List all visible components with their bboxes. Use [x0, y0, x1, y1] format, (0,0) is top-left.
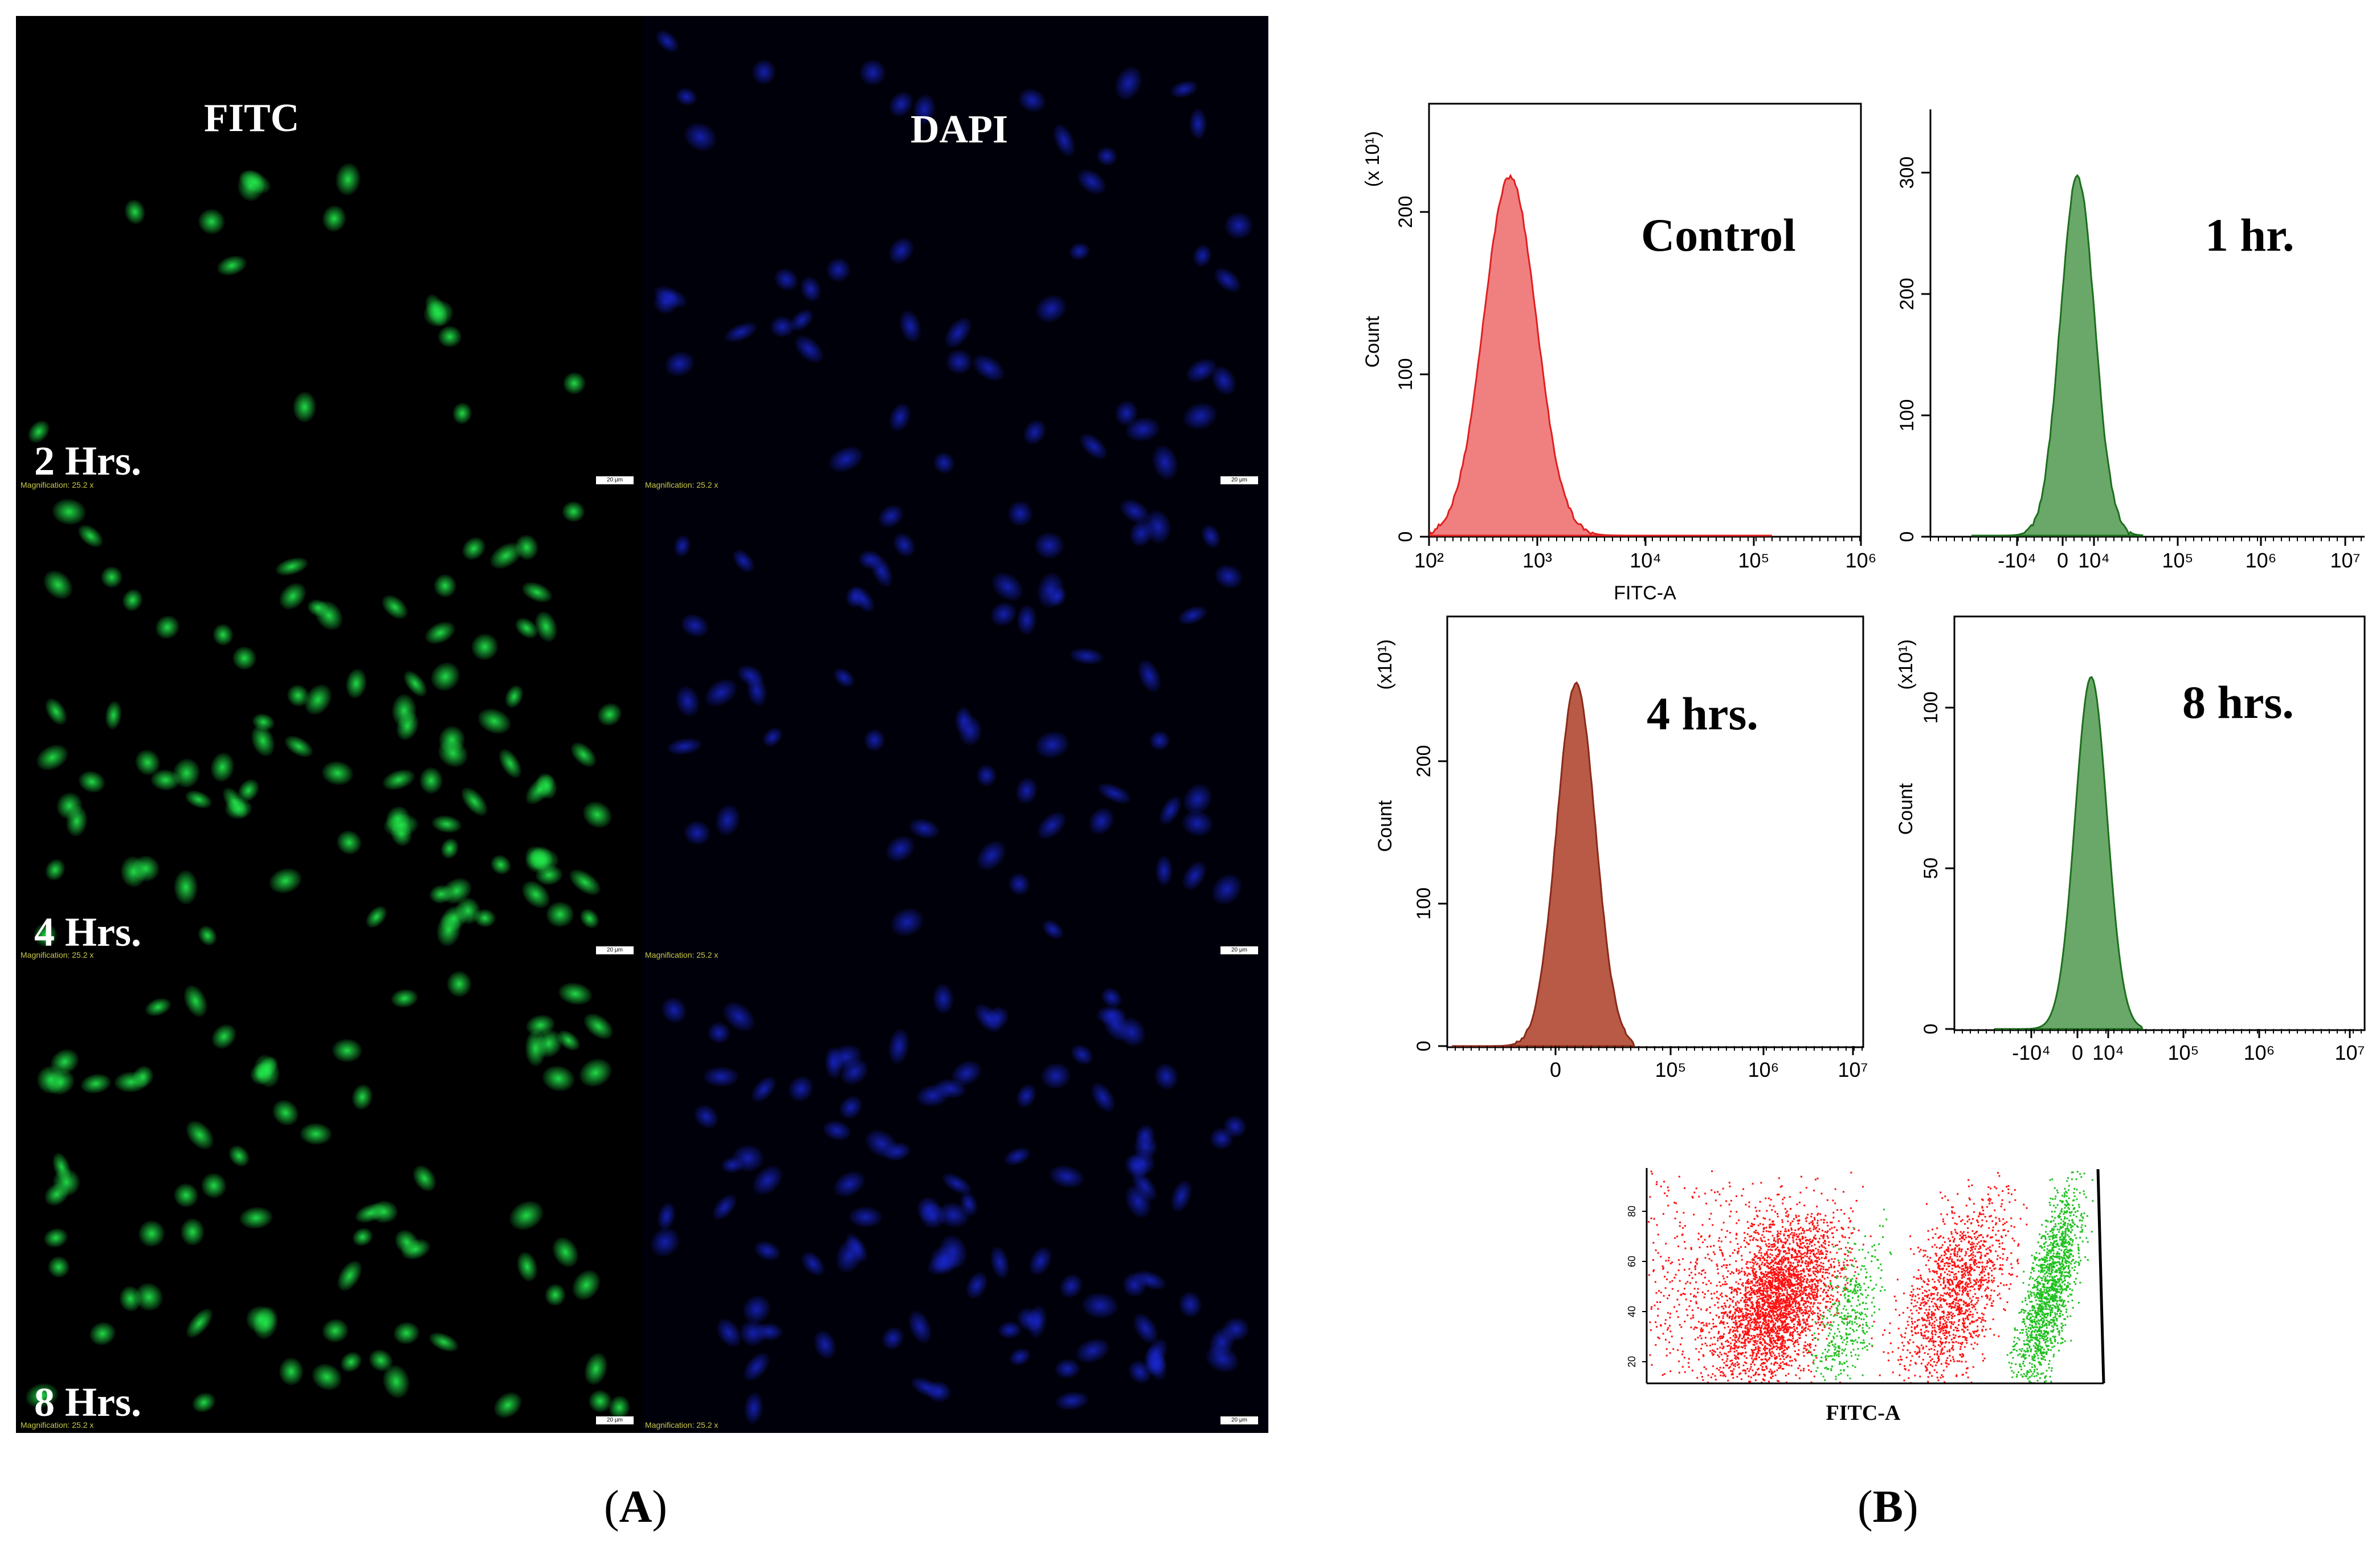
- fitc-image-3: [16, 961, 642, 1433]
- x-tick-label: 10²: [1414, 549, 1444, 572]
- dapi-image-2: [642, 488, 1268, 961]
- dapi-image-3: [642, 961, 1268, 1433]
- fitc-image-1: [16, 16, 642, 488]
- x-tick-label: 0: [2057, 549, 2068, 572]
- histogram-1hr: 0 100 200 300 -10⁴ 0 10⁴ 10⁵ 10⁶ 10⁷ 1 hr.: [1863, 85, 2376, 598]
- y-tick-label: 100: [1395, 358, 1416, 391]
- y-axis-label: Count: [1362, 316, 1383, 367]
- y-tick-label: 300: [1896, 157, 1918, 189]
- panel-b-caption: (B): [1858, 1482, 1918, 1532]
- magnification-text: Magnification: 25.2 x: [21, 950, 94, 959]
- x-tick-label: 10³: [1522, 549, 1552, 572]
- panel-a-caption: (A): [604, 1482, 668, 1532]
- x-tick-label: 10⁷: [2330, 549, 2360, 572]
- y-tick-label: 0: [1920, 1024, 1942, 1035]
- y-tick-label: 200: [1395, 196, 1416, 228]
- scale-bar: 20 μm: [596, 1416, 634, 1424]
- y-tick-label: 50: [1920, 857, 1942, 879]
- microscopy-panel: [16, 16, 1268, 1433]
- scale-bar: 20 μm: [1220, 476, 1258, 484]
- x-tick-label: 10⁶: [1846, 549, 1877, 572]
- y-tick-label: 40: [1626, 1306, 1638, 1317]
- y-tick-label: 60: [1626, 1256, 1638, 1267]
- row-label-4hrs: 4 Hrs.: [34, 909, 141, 955]
- x-tick-label: -10⁴: [2012, 1041, 2051, 1064]
- scale-bar: 20 μm: [1220, 1416, 1258, 1424]
- histogram-label-4hrs: 4 hrs.: [1647, 688, 1758, 740]
- y-tick-label: 200: [1413, 745, 1435, 778]
- histogram-distribution: [1452, 681, 1636, 1047]
- magnification-text: Magnification: 25.2 x: [645, 1420, 719, 1430]
- x-tick-label: 0: [2072, 1041, 2083, 1064]
- y-tick-label: 0: [1413, 1041, 1435, 1052]
- scale-bar: 20 μm: [596, 476, 634, 484]
- right-edge-line: [2096, 1169, 2105, 1384]
- row-label-2hrs: 2 Hrs.: [34, 438, 141, 484]
- y-tick-label: 80: [1626, 1206, 1638, 1217]
- y-axis-label: Count: [1374, 800, 1396, 852]
- y-axis-label: Count: [1895, 783, 1917, 835]
- histogram-8hrs: 0 50 100 -10⁴ 0 10⁴ 10⁵ 10⁶ 10⁷ (x10¹) Count 8 h…: [1880, 604, 2376, 1088]
- y-scale-label: (x 10¹): [1362, 131, 1383, 187]
- x-tick-label: 10⁵: [1738, 549, 1770, 572]
- y-tick-label: 100: [1413, 888, 1435, 920]
- magnification-text: Magnification: 25.2 x: [645, 480, 719, 489]
- row-label-8hrs: 8 Hrs.: [34, 1379, 141, 1425]
- fitc-channel-label: FITC: [204, 96, 300, 140]
- histogram-control-svg: 0 100 200 10² 10³ 10⁴ 10⁵ 10⁶ (x 10¹) Count FIT…: [1362, 103, 1877, 604]
- x-axis-label: FITC-A: [1826, 1401, 1901, 1425]
- y-tick-label: 0: [1896, 532, 1918, 542]
- x-tick-label: 0: [1550, 1058, 1561, 1081]
- x-tick-label: 10⁴: [2078, 549, 2110, 572]
- y-tick-label: 200: [1896, 278, 1918, 311]
- dapi-image-1: [642, 16, 1268, 488]
- y-tick-label: 20: [1626, 1356, 1638, 1367]
- y-scale-label: (x10¹): [1895, 639, 1917, 690]
- histogram-label-1hr: 1 hr.: [2205, 209, 2294, 261]
- overlay-scatter: 20 40 60 80 FITC-A: [1612, 1162, 2114, 1436]
- histogram-distribution: [1994, 676, 2144, 1030]
- x-tick-label: 10⁶: [1748, 1058, 1779, 1081]
- x-tick-label: 10⁶: [2244, 1041, 2275, 1064]
- histogram-4hrs-svg: 0 100 200 0 10⁵ 10⁶ 10⁷ (x10¹) Count 4 hrs.: [1374, 615, 1868, 1081]
- histogram-8hrs-svg: 0 50 100 -10⁴ 0 10⁴ 10⁵ 10⁶ 10⁷ (x10¹) Count 8 h…: [1895, 615, 2366, 1064]
- dapi-channel-label: DAPI: [911, 108, 1009, 152]
- y-scale-label: (x10¹): [1374, 639, 1396, 690]
- histogram-1hr-svg: 0 100 200 300 -10⁴ 0 10⁴ 10⁵ 10⁶ 10⁷ 1 hr.: [1896, 109, 2365, 572]
- histogram-distribution: [1971, 174, 2144, 537]
- scale-bar: 20 μm: [596, 946, 634, 954]
- histogram-control: 0 100 200 10² 10³ 10⁴ 10⁵ 10⁶ (x 10¹) Count FIT…: [1345, 85, 1880, 615]
- x-tick-label: 10⁵: [1655, 1058, 1687, 1081]
- scatter-points: [1648, 1170, 2094, 1384]
- overlay-scatter-svg: 20 40 60 80 FITC-A: [1626, 1168, 2105, 1425]
- x-tick-label: 10⁷: [2334, 1041, 2365, 1064]
- y-tick-label: 100: [1920, 692, 1942, 724]
- magnification-text: Magnification: 25.2 x: [21, 480, 94, 489]
- x-tick-label: 10⁴: [2092, 1041, 2124, 1064]
- x-tick-label: 10⁶: [2246, 549, 2277, 572]
- scale-bar: 20 μm: [1220, 946, 1258, 954]
- plot-frame: [1953, 615, 2366, 1031]
- histogram-label-control: Control: [1641, 209, 1796, 261]
- fitc-image-2: [16, 488, 642, 961]
- histogram-4hrs: 0 100 200 0 10⁵ 10⁶ 10⁷ (x10¹) Count 4 hrs.: [1356, 604, 1880, 1088]
- histogram-distribution: [1429, 174, 1772, 537]
- x-tick-label: -10⁴: [1998, 549, 2036, 572]
- x-tick-label: 10⁵: [2162, 549, 2194, 572]
- y-tick-label: 100: [1896, 399, 1918, 432]
- x-tick-label: 10⁵: [2168, 1041, 2199, 1064]
- x-tick-label: 10⁷: [1838, 1058, 1868, 1081]
- x-tick-label: 10⁴: [1630, 549, 1661, 572]
- magnification-text: Magnification: 25.2 x: [21, 1420, 94, 1430]
- plot-frame: [1446, 615, 1864, 1048]
- magnification-text: Magnification: 25.2 x: [645, 950, 719, 959]
- x-axis-label: FITC-A: [1614, 582, 1676, 604]
- y-tick-label: 0: [1395, 532, 1416, 542]
- histogram-label-8hrs: 8 hrs.: [2182, 676, 2294, 728]
